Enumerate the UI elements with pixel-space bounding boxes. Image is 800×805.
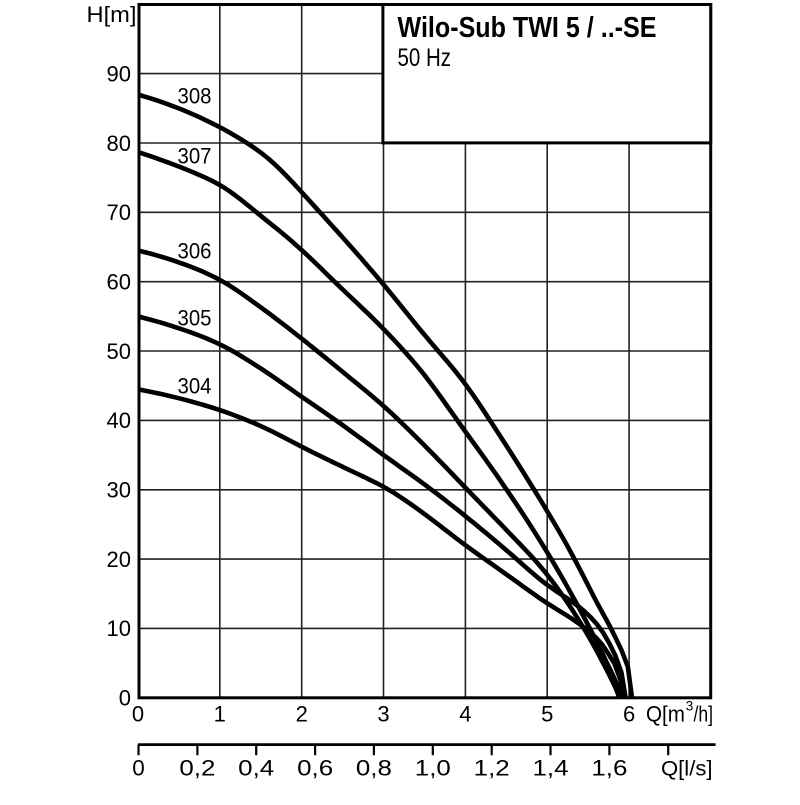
svg-text:0,8: 0,8 [356,756,392,781]
svg-text:80: 80 [107,131,131,156]
svg-text:/h]: /h] [694,702,714,727]
svg-text:0,4: 0,4 [238,756,274,781]
svg-text:3: 3 [377,702,389,727]
svg-text:60: 60 [107,270,131,295]
svg-text:40: 40 [107,408,131,433]
svg-text:70: 70 [107,200,131,225]
svg-text:307: 307 [178,143,212,168]
svg-text:50: 50 [107,339,131,364]
svg-text:5: 5 [541,702,553,727]
svg-text:50 Hz: 50 Hz [398,44,452,72]
svg-text:0,6: 0,6 [297,756,333,781]
svg-text:0: 0 [132,756,145,781]
svg-text:0: 0 [119,686,131,711]
svg-text:30: 30 [107,478,131,503]
svg-text:10: 10 [107,616,131,641]
svg-text:H[m]: H[m] [87,2,137,27]
svg-text:0: 0 [132,702,144,727]
svg-text:304: 304 [178,373,212,398]
svg-text:20: 20 [107,547,131,572]
svg-text:90: 90 [107,61,131,86]
svg-text:1,6: 1,6 [591,756,627,781]
svg-text:1,4: 1,4 [533,756,569,781]
svg-text:305: 305 [178,305,212,330]
svg-text:Wilo-Sub TWI 5 / ..-SE: Wilo-Sub TWI 5 / ..-SE [398,12,657,44]
svg-text:1,2: 1,2 [474,756,510,781]
svg-text:6: 6 [623,702,635,727]
svg-text:4: 4 [459,702,471,727]
svg-text:308: 308 [178,84,212,109]
svg-text:0,2: 0,2 [179,756,215,781]
svg-text:2: 2 [296,702,308,727]
svg-text:3: 3 [686,699,694,714]
svg-text:Q[m: Q[m [646,702,685,727]
svg-text:Q[l/s]: Q[l/s] [661,757,713,781]
svg-text:1: 1 [214,702,226,727]
svg-text:306: 306 [178,238,212,263]
svg-text:1,0: 1,0 [415,756,451,781]
